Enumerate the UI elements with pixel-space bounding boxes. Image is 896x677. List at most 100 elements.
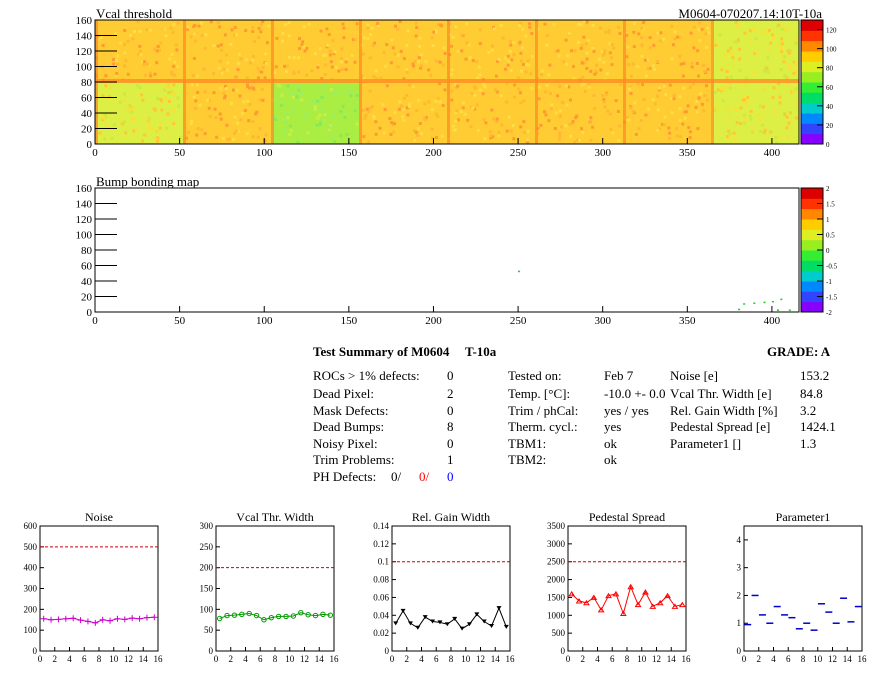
vcal-colorbar-band [801, 51, 823, 62]
pixel-cell [678, 119, 682, 123]
pixel-cell [251, 26, 255, 30]
pixel-cell [340, 67, 344, 71]
pixel-cell [509, 129, 513, 133]
x-tick-label: 6 [434, 654, 439, 664]
vcal-colorbar-tick-label: 120 [826, 27, 837, 35]
pixel-cell [231, 137, 235, 141]
x-tick-label: 2 [757, 654, 762, 664]
pixel-cell [782, 55, 786, 59]
pixel-cell [103, 112, 107, 116]
pixel-cell [517, 87, 521, 91]
pixel-cell [627, 63, 631, 67]
pixel-cell [505, 129, 509, 133]
roc-region [183, 20, 271, 82]
pixel-cell [313, 52, 317, 56]
pixel-cell [672, 97, 676, 101]
pixel-cell [656, 108, 660, 112]
pixel-cell [468, 56, 472, 60]
pixel-cell [339, 134, 343, 138]
pixel-cell [794, 116, 798, 120]
pixel-cell [327, 125, 331, 129]
pixel-cell [678, 95, 682, 99]
pixel-cell [102, 116, 106, 120]
pixel-cell [212, 72, 216, 76]
pixel-cell [343, 116, 347, 120]
dead-bump-marker [743, 303, 746, 305]
pixel-cell [430, 136, 434, 140]
pixel-cell [725, 106, 729, 110]
pixel-cell [465, 41, 469, 45]
pixel-cell [406, 29, 410, 33]
pixel-cell [434, 59, 438, 63]
data-point [489, 624, 495, 628]
pixel-cell [675, 35, 679, 39]
pixel-cell [204, 33, 208, 37]
pixel-cell [564, 62, 568, 66]
pixel-cell [460, 49, 464, 53]
pixel-cell [537, 85, 541, 89]
pixel-cell [193, 39, 197, 43]
pixel-cell [643, 58, 647, 62]
roc-region [271, 20, 359, 82]
pixel-cell [116, 54, 120, 58]
pixel-cell [655, 59, 659, 63]
y-tick-label: 1 [737, 618, 742, 628]
x-tick-label: 8 [801, 654, 806, 664]
pixel-cell [435, 30, 439, 34]
pixel-cell [229, 102, 233, 106]
pixel-cell [640, 44, 644, 48]
pixel-cell [147, 125, 151, 129]
pixel-cell [530, 55, 534, 59]
pixel-cell [275, 36, 279, 40]
y-tick-label: 200 [24, 604, 38, 614]
pixel-cell [286, 111, 290, 115]
pixel-cell [695, 110, 699, 114]
pixel-cell [528, 25, 532, 29]
pixel-cell [286, 84, 290, 88]
pixel-cell [405, 70, 409, 74]
pixel-cell [668, 136, 672, 140]
pixel-cell [743, 117, 747, 121]
pixel-cell [686, 104, 690, 108]
pixel-cell [195, 74, 199, 78]
pixel-cell [788, 49, 792, 53]
x-tick-label: 12 [652, 654, 661, 664]
data-point [634, 601, 642, 608]
pixel-cell [363, 116, 367, 120]
pixel-cell [112, 62, 116, 66]
pixel-cell [191, 74, 195, 78]
x-tick-label: 100 [256, 315, 273, 327]
pixel-cell [119, 41, 123, 45]
pixel-cell [675, 127, 679, 131]
pixel-cell [355, 122, 359, 126]
pixel-cell [345, 58, 349, 62]
pixel-cell [399, 49, 403, 53]
pixel-cell [258, 69, 262, 73]
pixel-cell [280, 103, 284, 107]
pixel-cell [492, 117, 496, 121]
pixel-cell [272, 114, 276, 118]
pixel-cell [589, 69, 593, 73]
pixel-cell [411, 62, 415, 66]
pixel-cell [625, 115, 629, 119]
pixel-cell [417, 56, 421, 60]
pixel-cell [732, 131, 736, 135]
pixel-cell [233, 115, 237, 119]
pixel-cell [511, 124, 515, 128]
pixel-cell [705, 98, 709, 102]
y-tick-label: 300 [24, 584, 38, 594]
pixel-cell [521, 46, 525, 50]
pixel-cell [659, 31, 663, 35]
pixel-cell [115, 72, 119, 76]
x-tick-label: 4 [243, 654, 248, 664]
pixel-cell [648, 66, 652, 70]
pixel-cell [281, 39, 285, 43]
pixel-cell [332, 140, 336, 144]
pixel-cell [592, 49, 596, 53]
pixel-cell [571, 120, 575, 124]
pixel-cell [259, 30, 263, 34]
pixel-cell [553, 127, 557, 131]
pixel-cell [200, 128, 204, 132]
pixel-cell [255, 110, 259, 114]
pixel-cell [450, 98, 454, 102]
